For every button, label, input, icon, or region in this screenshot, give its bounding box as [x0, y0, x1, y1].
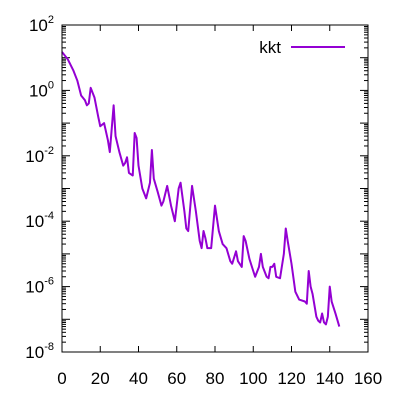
y-tick-label: 100 [29, 79, 54, 100]
x-tick-label: 0 [57, 369, 66, 388]
y-tick-label: 102 [29, 14, 54, 35]
x-tick-label: 120 [277, 369, 305, 388]
tick-marks [61, 24, 369, 353]
x-tick-label: 20 [91, 369, 110, 388]
y-tick-label: 10-4 [25, 210, 54, 231]
x-tick-label: 40 [129, 369, 148, 388]
x-tick-label: 100 [239, 369, 267, 388]
y-tick-label: 10-2 [25, 145, 54, 166]
x-tick-labels: 0 20 40 60 80 100 120 140 160 [57, 369, 382, 388]
y-tick-label: 10-6 [25, 276, 54, 297]
x-tick-label: 160 [354, 369, 382, 388]
series-line-kkt [61, 51, 341, 327]
series-layer [61, 51, 341, 327]
x-tick-label: 80 [206, 369, 225, 388]
x-tick-label: 140 [316, 369, 344, 388]
plot-frame [61, 24, 369, 353]
x-tick-label: 60 [167, 369, 186, 388]
y-tick-labels: 10-8 10-6 10-4 10-2 100 102 [25, 14, 54, 362]
legend-label-kkt: kkt [259, 38, 281, 57]
y-tick-label: 10-8 [25, 341, 54, 362]
legend: kkt [259, 38, 345, 57]
